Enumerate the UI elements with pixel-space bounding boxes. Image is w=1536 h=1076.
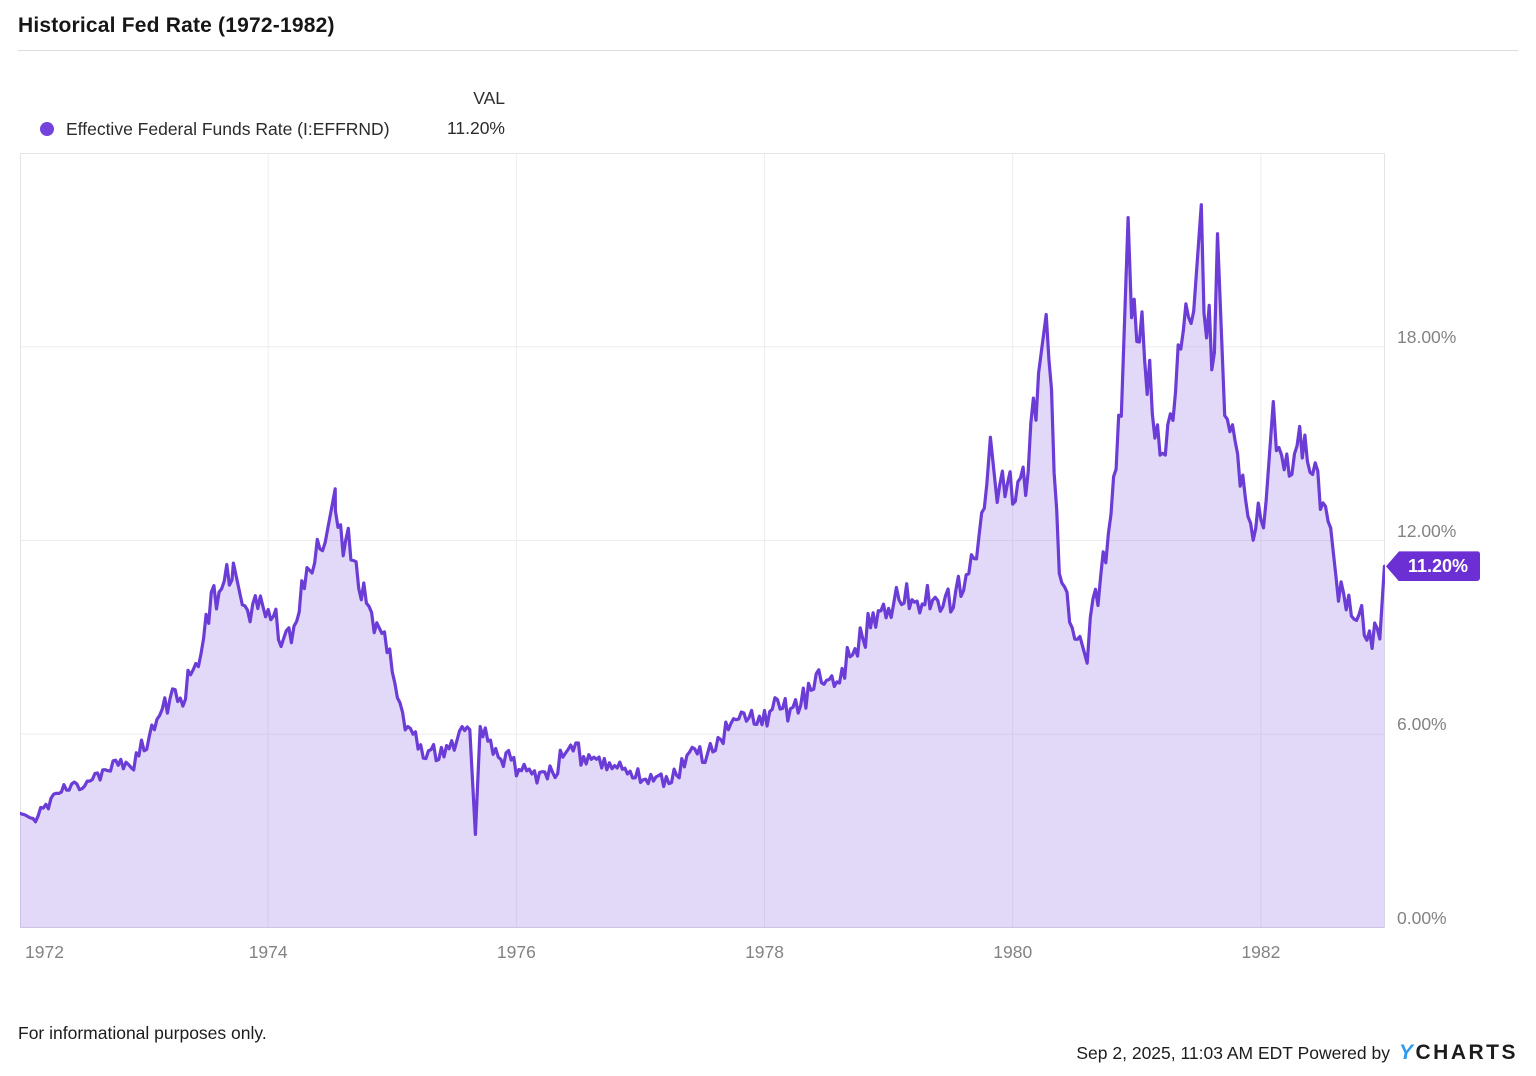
series-dot-icon	[40, 122, 54, 136]
disclaimer-text: For informational purposes only.	[18, 1023, 267, 1043]
powered-by-text: Powered by	[1297, 1042, 1390, 1063]
series-current-value: 11.20%	[446, 118, 505, 138]
x-axis-label: 1974	[248, 942, 288, 962]
ycharts-logo-charts: CHARTS	[1415, 1041, 1518, 1064]
ycharts-logo[interactable]: Y CHARTS	[1399, 1041, 1518, 1065]
page-title: Historical Fed Rate (1972-1982)	[18, 14, 335, 37]
legend-val-column-header: VAL	[473, 88, 505, 108]
y-axis-label: 12.00%	[1397, 520, 1457, 541]
title-separator	[18, 50, 1518, 51]
x-axis-label: 1972	[25, 942, 64, 962]
x-axis-label: 1978	[745, 942, 784, 962]
timestamp-text: Sep 2, 2025, 11:03 AM EDT Powered by	[1076, 1043, 1390, 1064]
y-axis-label: 6.00%	[1397, 714, 1447, 735]
last-value-badge: 11.20%	[1386, 551, 1481, 582]
attribution: Sep 2, 2025, 11:03 AM EDT Powered by Y C…	[1076, 1041, 1518, 1065]
series-label: Effective Federal Funds Rate (I:EFFRND)	[66, 118, 390, 139]
y-axis-label: 18.00%	[1397, 326, 1457, 347]
fed-rate-area-chart[interactable]	[20, 153, 1385, 928]
chart-plot-area[interactable]	[20, 153, 1385, 928]
y-axis-label: 0.00%	[1397, 908, 1447, 928]
timestamp: Sep 2, 2025, 11:03 AM EDT	[1076, 1042, 1293, 1063]
x-axis-label: 1982	[1241, 942, 1281, 962]
ycharts-logo-y: Y	[1398, 1041, 1416, 1064]
x-axis-label: 1980	[993, 942, 1033, 962]
last-value-label: 11.20%	[1408, 555, 1469, 576]
x-axis-label: 1976	[496, 942, 536, 962]
legend-item[interactable]: Effective Federal Funds Rate (I:EFFRND)	[40, 116, 390, 142]
